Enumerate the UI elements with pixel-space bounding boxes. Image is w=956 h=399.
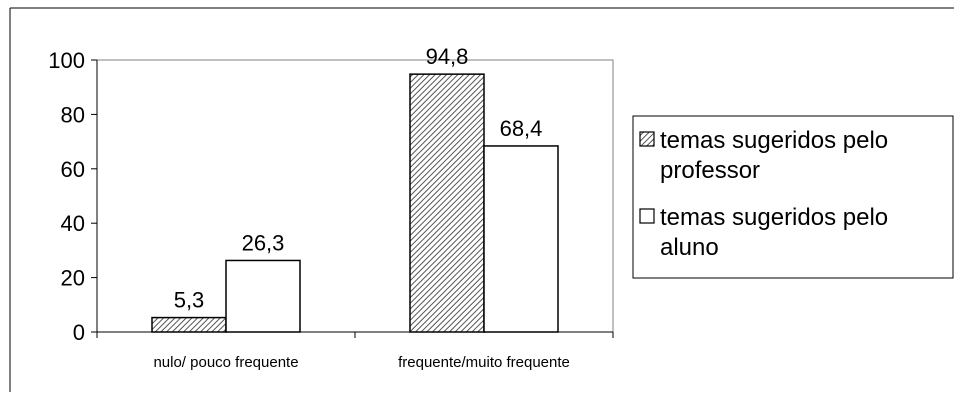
legend-swatch-professor — [639, 131, 655, 147]
data-label: 94,8 — [426, 44, 469, 69]
y-tick-label: 40 — [61, 211, 85, 236]
y-tick-label: 80 — [61, 102, 85, 127]
bar-aluno — [483, 145, 559, 333]
y-tick-label: 100 — [48, 48, 85, 73]
data-label: 26,3 — [242, 230, 285, 255]
legend-swatch-aluno — [639, 208, 655, 224]
legend-box — [632, 115, 954, 279]
legend-label: aluno — [660, 234, 719, 261]
y-tick-label: 20 — [61, 266, 85, 291]
data-label: 68,4 — [500, 116, 543, 141]
legend-label: temas sugeridos pelo — [660, 127, 888, 154]
bar-professor — [151, 316, 227, 333]
bar-professor — [409, 73, 485, 333]
legend-label: professor — [660, 157, 760, 184]
y-tick-label: 0 — [73, 320, 85, 345]
data-label: 5,3 — [174, 288, 205, 313]
x-tick-label: frequente/muito frequente — [398, 354, 570, 371]
legend-label: temas sugeridos pelo — [660, 204, 888, 231]
y-tick-label: 60 — [61, 157, 85, 182]
x-tick-label: nulo/ pouco frequente — [153, 354, 298, 371]
bar-aluno — [225, 259, 301, 333]
